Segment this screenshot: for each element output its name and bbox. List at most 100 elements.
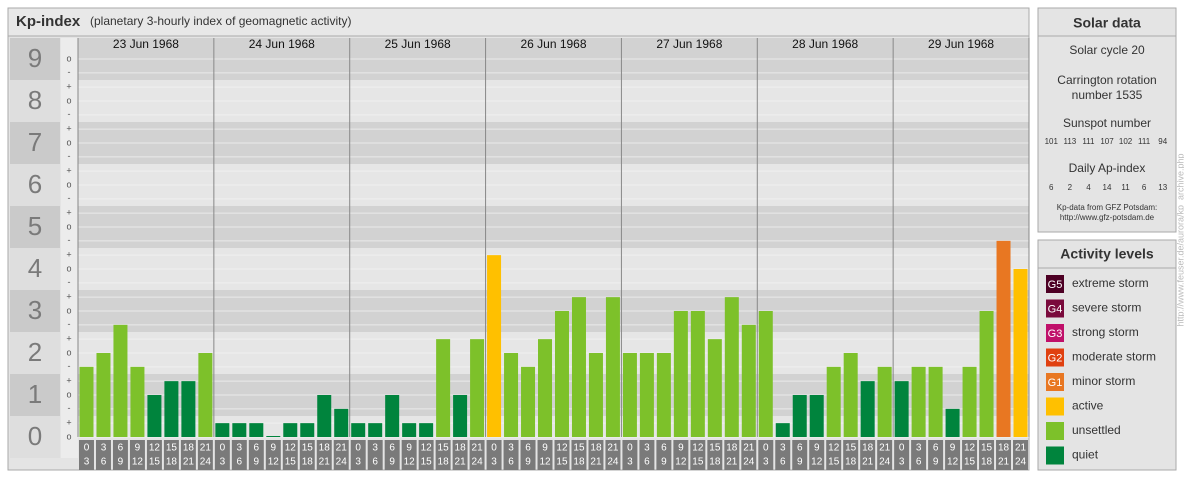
slot-box — [452, 440, 468, 470]
slot-box — [571, 440, 587, 470]
slot-end: 24 — [743, 457, 755, 468]
slot-box — [605, 440, 621, 470]
slot-end: 15 — [828, 457, 840, 468]
bar — [436, 339, 451, 437]
bar — [690, 311, 705, 437]
slot-start: 0 — [491, 443, 497, 454]
slot-start: 12 — [149, 443, 161, 454]
legend-label: minor storm — [1072, 374, 1135, 388]
bar — [96, 353, 111, 437]
slot-end: 15 — [421, 457, 433, 468]
slot-end: 12 — [132, 457, 144, 468]
slot-end: 24 — [879, 457, 891, 468]
slot-start: 9 — [271, 443, 277, 454]
y-minor-label: o — [66, 305, 71, 315]
slot-start: 12 — [828, 443, 840, 454]
bar — [673, 311, 688, 437]
slot-box — [384, 440, 400, 470]
bar — [707, 339, 722, 437]
slot-box — [945, 440, 961, 470]
slot-box — [503, 440, 519, 470]
slot-box — [333, 440, 349, 470]
y-minor-label: - — [68, 235, 71, 245]
slot-end: 21 — [319, 457, 331, 468]
slot-end: 6 — [916, 457, 922, 468]
slot-start: 21 — [607, 443, 619, 454]
slot-start: 21 — [200, 443, 212, 454]
slot-box — [588, 440, 604, 470]
slot-box — [486, 440, 502, 470]
bar — [283, 423, 298, 437]
slot-box — [469, 440, 485, 470]
ap-value: 11 — [1121, 183, 1130, 192]
slot-end: 3 — [84, 457, 90, 468]
y-tick-label: 4 — [28, 253, 42, 283]
y-minor-label: - — [68, 319, 71, 329]
sunspot-value: 102 — [1119, 137, 1133, 146]
slot-box — [894, 440, 910, 470]
credit: http://www.feuser.de/aurora/kp_archive.p… — [1175, 153, 1184, 326]
slot-start: 3 — [101, 443, 107, 454]
slot-box — [554, 440, 570, 470]
slot-end: 18 — [709, 457, 721, 468]
slot-box — [350, 440, 366, 470]
y-minor-label: o — [66, 179, 71, 189]
day-label: 27 Jun 1968 — [656, 37, 722, 51]
legend-label: moderate storm — [1072, 350, 1156, 364]
legend-swatch — [1046, 275, 1064, 293]
bar — [996, 240, 1011, 437]
slot-start: 9 — [406, 443, 412, 454]
day-label: 23 Jun 1968 — [113, 37, 179, 51]
digit-band — [10, 248, 60, 290]
source: Kp-data from GFZ Potsdam: — [1057, 203, 1157, 212]
bar — [826, 366, 841, 437]
legend-swatch — [1046, 422, 1064, 440]
slot-start: 15 — [845, 443, 857, 454]
slot-box — [265, 440, 281, 470]
digit-band — [10, 290, 60, 332]
slot-start: 18 — [862, 443, 874, 454]
slot-box — [724, 440, 740, 470]
slot-start: 15 — [981, 443, 993, 454]
y-minor-label: + — [66, 208, 71, 218]
bar — [758, 311, 773, 437]
y-tick-label: 7 — [28, 127, 42, 157]
digit-band — [10, 332, 60, 374]
slot-end: 9 — [933, 457, 939, 468]
y-minor-label: - — [68, 403, 71, 413]
y-minor-label: + — [66, 334, 71, 344]
slot-start: 3 — [780, 443, 786, 454]
slot-end: 21 — [726, 457, 738, 468]
slot-box — [758, 440, 774, 470]
slot-start: 0 — [627, 443, 633, 454]
slot-end: 12 — [947, 457, 959, 468]
slot-box — [656, 440, 672, 470]
slot-end: 6 — [780, 457, 786, 468]
digit-band — [10, 80, 60, 122]
slot-start: 6 — [118, 443, 124, 454]
bar — [894, 381, 909, 437]
bar — [232, 423, 247, 437]
slot-end: 24 — [607, 457, 619, 468]
bar — [945, 408, 960, 437]
slot-box — [775, 440, 791, 470]
legend-label: extreme storm — [1072, 276, 1149, 290]
bar — [554, 311, 569, 437]
sunspot-value: 94 — [1158, 137, 1167, 146]
slot-start: 12 — [556, 443, 568, 454]
slot-box — [809, 440, 825, 470]
slot-end: 24 — [336, 457, 348, 468]
y-minor-label: + — [66, 82, 71, 92]
bar — [164, 381, 179, 437]
bar — [79, 366, 94, 437]
slot-start: 6 — [525, 443, 531, 454]
y-minor-label: + — [66, 124, 71, 134]
slot-end: 15 — [964, 457, 976, 468]
slot-box — [214, 440, 230, 470]
sunspot-value: 107 — [1100, 137, 1114, 146]
digit-band — [10, 122, 60, 164]
sunspot-value: 111 — [1082, 137, 1095, 146]
slot-end: 24 — [472, 457, 484, 468]
slot-box — [826, 440, 842, 470]
y-minor-label: o — [66, 95, 71, 105]
